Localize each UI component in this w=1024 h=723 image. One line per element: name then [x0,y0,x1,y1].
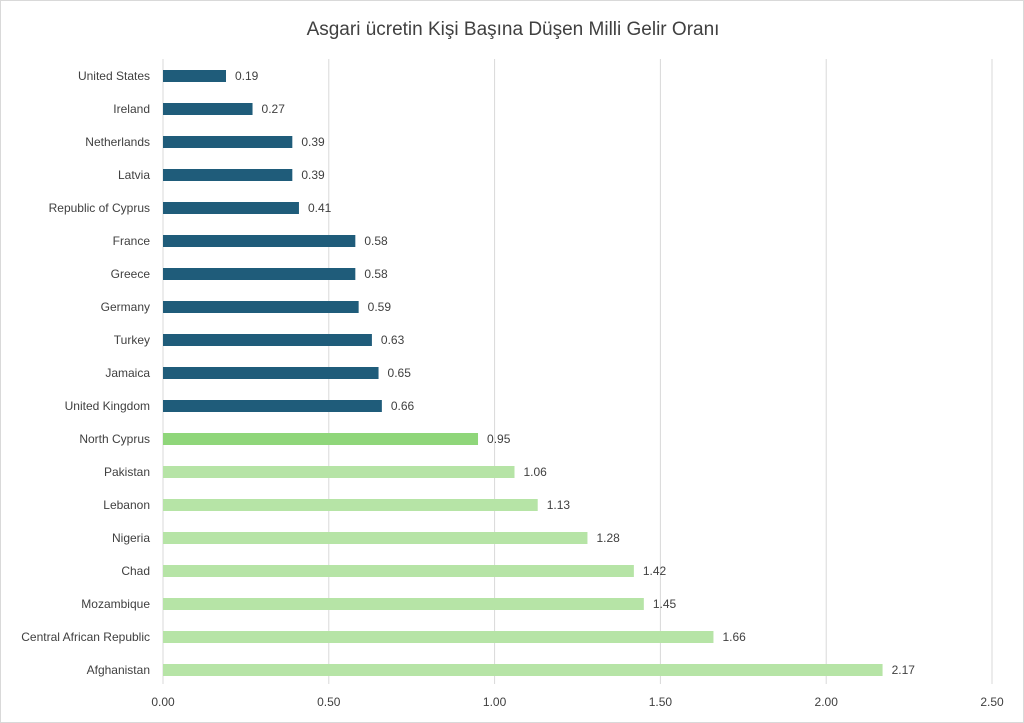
bar [163,301,359,313]
bar [163,268,356,280]
bar [163,334,372,346]
data-label: 0.41 [308,201,332,215]
bar [163,433,479,445]
data-label: 1.42 [643,564,667,578]
data-label: 0.65 [388,366,412,380]
data-label: 1.45 [653,597,677,611]
x-tick-label: 2.50 [980,695,1004,709]
bar [163,664,883,676]
bar [163,499,538,511]
bar [163,565,634,577]
bar [163,367,379,379]
category-label: Republic of Cyprus [49,201,150,215]
category-label: Jamaica [105,366,150,380]
bar [163,169,293,181]
bar [163,103,253,115]
bar [163,70,227,82]
data-label: 1.66 [722,630,746,644]
data-label: 1.06 [523,465,547,479]
x-tick-label: 1.50 [649,695,673,709]
chart-title: Asgari ücretin Kişi Başına Düşen Milli G… [307,19,720,40]
category-label: Ireland [113,102,150,116]
data-label: 0.27 [262,102,286,116]
category-label: Turkey [114,333,150,347]
data-label: 0.95 [487,432,511,446]
data-label: 0.58 [364,234,388,248]
bar [163,400,382,412]
data-label: 2.17 [892,663,916,677]
x-tick-label: 2.00 [815,695,839,709]
bar [163,532,588,544]
bars [163,70,883,676]
category-label: Chad [121,564,150,578]
category-label: Afghanistan [87,663,150,677]
bar [163,631,714,643]
category-label: Central African Republic [21,630,150,644]
category-label: North Cyprus [79,432,150,446]
x-axis-tick-labels: 0.00 0.50 1.00 1.50 2.00 2.50 [151,695,1004,709]
category-label: Netherlands [85,135,150,149]
data-label: 0.66 [391,399,415,413]
data-label: 0.58 [364,267,388,281]
category-label: France [113,234,151,248]
gridlines [162,59,993,684]
data-label: 1.28 [596,531,620,545]
category-label: Pakistan [104,465,150,479]
bar [163,466,515,478]
bar [163,235,356,247]
x-tick-label: 1.00 [483,695,507,709]
bar [163,598,644,610]
category-label: Greece [111,267,151,281]
category-label: Nigeria [112,531,150,545]
data-label: 0.39 [301,168,325,182]
bar [163,202,299,214]
category-label: Germany [101,300,150,314]
x-tick-label: 0.50 [317,695,341,709]
category-label: Lebanon [103,498,150,512]
data-label: 0.59 [368,300,392,314]
category-label: Latvia [118,168,150,182]
data-labels: 0.19 0.27 0.39 0.39 0.41 0.58 0.58 0.59 0.63 0.65… [235,69,915,677]
bar [163,136,293,148]
data-label: 0.39 [301,135,325,149]
category-labels: United States Ireland Netherlands Latvia Rep… [21,69,150,677]
data-label: 0.19 [235,69,259,83]
category-label: United Kingdom [65,399,150,413]
category-label: United States [78,69,150,83]
x-tick-label: 0.00 [151,695,175,709]
category-label: Mozambique [81,597,150,611]
data-label: 0.63 [381,333,405,347]
data-label: 1.13 [547,498,571,512]
